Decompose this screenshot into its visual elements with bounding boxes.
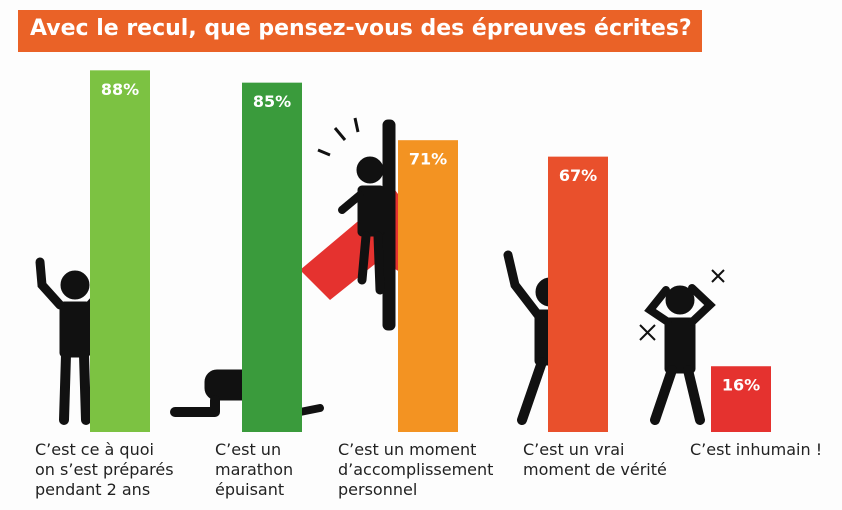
figure-hero: [317, 117, 396, 331]
bar: [398, 140, 458, 432]
value-label: 88%: [101, 80, 139, 99]
bar: [90, 70, 150, 432]
value-label: 16%: [722, 376, 760, 395]
bar: [242, 82, 302, 433]
category-label: C’est inhumain !: [690, 440, 823, 459]
category-label: C’est un moment d’accomplissement person…: [338, 440, 494, 499]
title-banner: [18, 10, 702, 52]
chart-title: Avec le recul, que pensez-vous des épreu…: [30, 16, 692, 41]
value-label: 85%: [253, 92, 291, 111]
bar: [548, 156, 608, 432]
value-label: 71%: [409, 150, 447, 169]
figure-desperate: [639, 269, 725, 425]
category-label: C’est un marathon épuisant: [215, 440, 294, 499]
bar: [711, 366, 771, 432]
category-label: C’est ce à quoi on s’est préparés pendan…: [35, 440, 174, 499]
value-label: 67%: [559, 166, 597, 185]
category-label: C’est un vrai moment de vérité: [523, 440, 667, 479]
